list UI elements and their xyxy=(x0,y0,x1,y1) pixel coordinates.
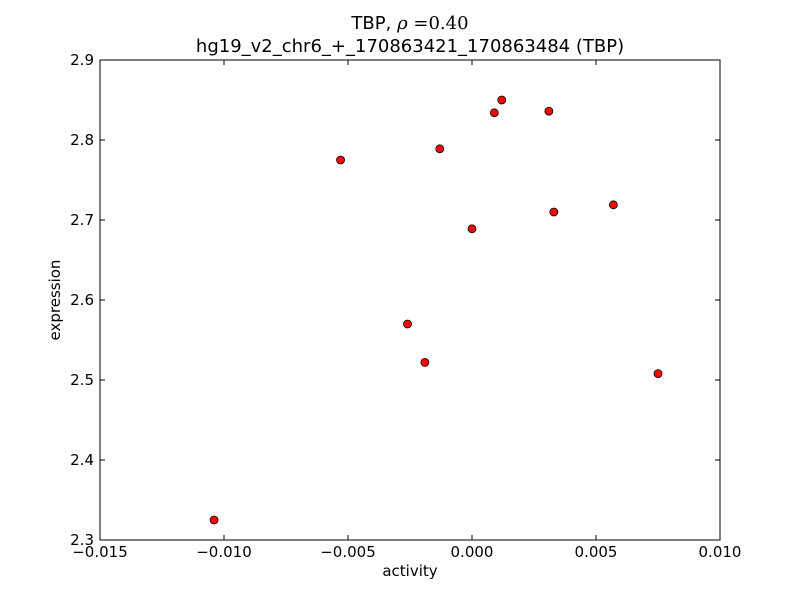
x-axis-label: activity xyxy=(382,562,437,580)
data-point xyxy=(653,369,663,379)
title-rho-symbol: ρ xyxy=(396,13,408,34)
y-tick-label: 2.8 xyxy=(70,131,94,149)
title-rho-value: =0.40 xyxy=(408,13,469,34)
x-tick-label: −0.005 xyxy=(320,543,376,561)
data-point xyxy=(336,155,345,165)
plot-frame xyxy=(99,59,721,541)
data-point xyxy=(489,108,499,118)
y-tick-label: 2.3 xyxy=(70,531,94,549)
x-tick-label: 0.005 xyxy=(575,543,618,561)
data-point xyxy=(467,224,477,234)
y-tick-label: 2.7 xyxy=(70,211,94,229)
x-tick-label: −0.015 xyxy=(72,543,128,561)
y-tick-label: 2.5 xyxy=(70,371,94,389)
plot-area: −0.015 −0.010 −0.005 0.000 0.005 0.010 2.3 2.4 2… xyxy=(70,51,741,561)
chart-subtitle: hg19_v2_chr6_+_170863421_170863484 (TBP) xyxy=(196,36,624,57)
chart-title: TBP, ρ =0.40 xyxy=(350,13,468,34)
y-tick-label: 2.9 xyxy=(70,51,94,69)
x-tick-label: 0.010 xyxy=(699,543,742,561)
data-point xyxy=(544,106,554,116)
data-point xyxy=(403,319,412,329)
y-tick-label: 2.6 xyxy=(70,291,94,309)
y-tick-label: 2.4 xyxy=(70,451,94,469)
data-point xyxy=(497,95,507,105)
data-point xyxy=(549,207,559,217)
x-tick-label: 0.000 xyxy=(451,543,494,561)
data-point xyxy=(420,357,430,367)
data-point xyxy=(608,200,618,210)
data-point xyxy=(209,515,219,525)
data-point xyxy=(435,144,445,154)
x-tick-label: −0.010 xyxy=(196,543,252,561)
y-axis-label: expression xyxy=(46,260,64,341)
title-gene: TBP, xyxy=(350,13,397,34)
